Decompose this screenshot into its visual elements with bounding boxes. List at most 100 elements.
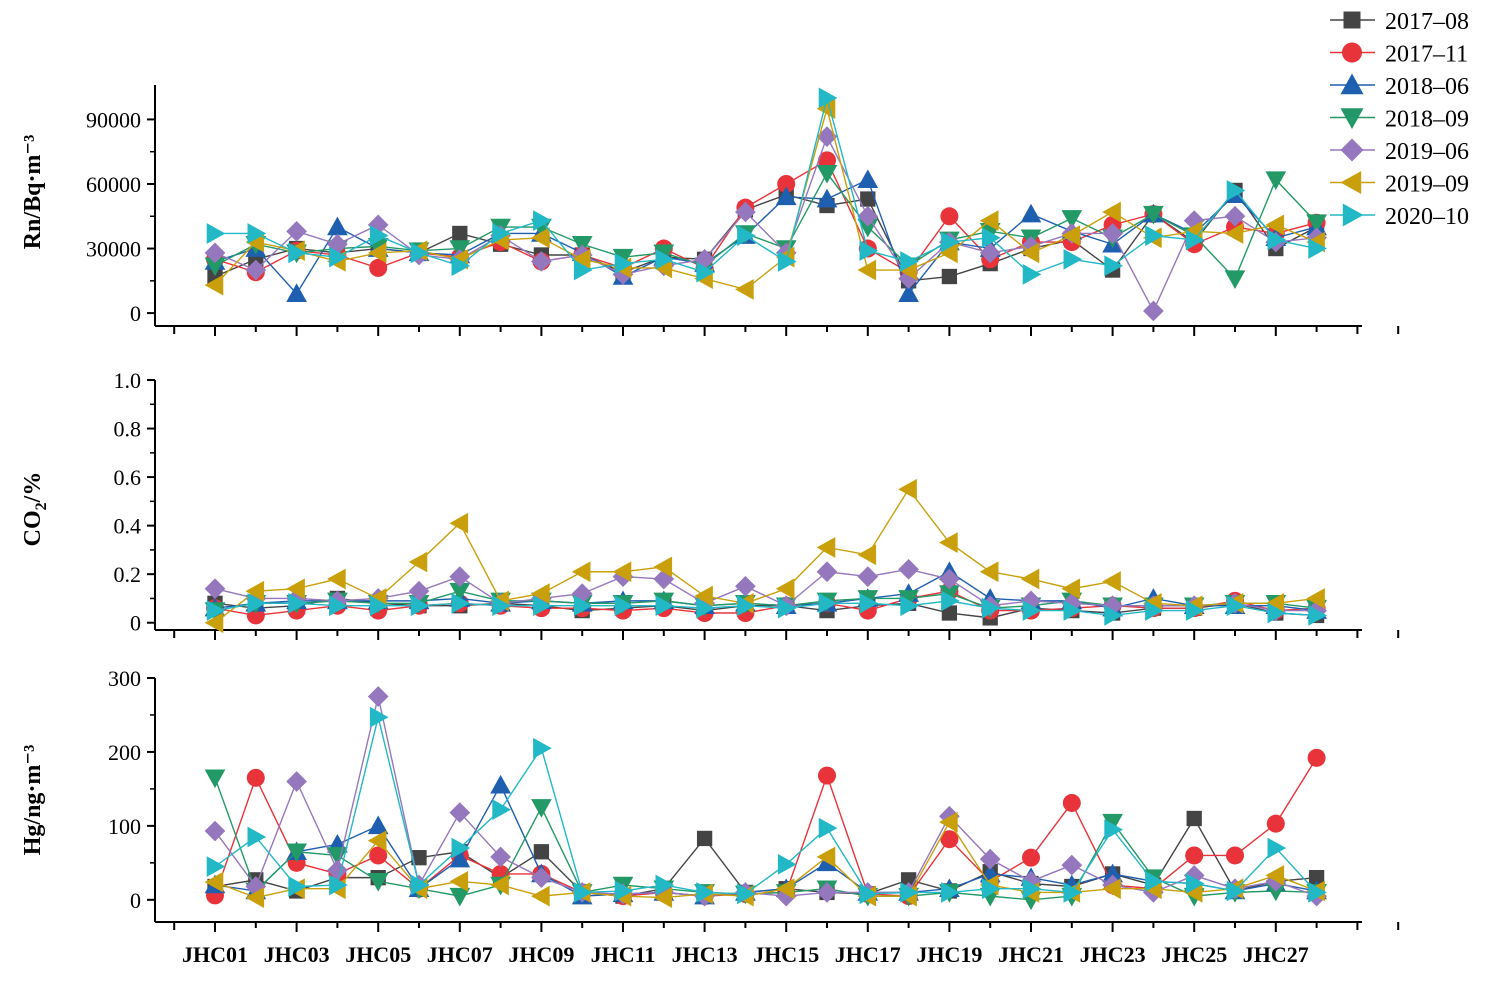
data-point: [1224, 270, 1246, 290]
data-point: [777, 597, 797, 619]
y-axis-title: Rn/Bq·m⁻³: [20, 135, 46, 250]
data-point: [408, 580, 430, 602]
legend-label: 2017–11: [1385, 42, 1468, 68]
data-point: [204, 871, 224, 893]
data-point: [1267, 229, 1287, 251]
data-point: [449, 848, 471, 868]
data-point: [204, 257, 226, 277]
data-point: [941, 605, 958, 621]
data-point: [1145, 225, 1164, 246]
data-point: [939, 811, 958, 833]
data-point: [939, 242, 958, 264]
data-point: [449, 512, 469, 534]
data-point: [533, 844, 550, 860]
data-point: [777, 251, 797, 272]
y-tick-label: 0.2: [114, 562, 142, 587]
x-tick-label: JHC27: [1243, 942, 1309, 967]
data-point: [449, 582, 471, 602]
data-point: [245, 887, 265, 908]
data-point: [367, 242, 387, 264]
data-point: [737, 595, 756, 617]
data-point: [571, 561, 591, 583]
data-point: [981, 597, 1001, 619]
data-point: [329, 246, 348, 268]
data-point: [1104, 819, 1123, 840]
data-point: [327, 233, 348, 255]
chart-legend: 2017–08 2017–11 2018–06 2018–09 2019–06 2019–…: [1330, 9, 1469, 230]
data-point: [1063, 600, 1083, 621]
data-point: [941, 882, 960, 903]
data-point: [1224, 223, 1244, 244]
data-point: [816, 537, 836, 558]
data-point: [1062, 793, 1081, 812]
data-point: [1185, 873, 1205, 894]
series-line-1: [214, 590, 1317, 617]
series-line-6: [214, 717, 1318, 895]
x-tick-label: JHC25: [1161, 942, 1227, 967]
data-point: [1265, 171, 1287, 191]
data-point: [367, 873, 389, 892]
data-point: [1143, 300, 1164, 322]
data-point: [777, 174, 796, 193]
data-point: [979, 848, 1001, 870]
data-point: [1020, 236, 1042, 257]
x-tick-label: JHC17: [835, 942, 901, 967]
x-tick-label: JHC09: [508, 942, 574, 967]
data-point: [941, 231, 960, 253]
data-point: [696, 597, 715, 619]
data-point: [1265, 214, 1285, 236]
data-point: [286, 843, 307, 863]
data-point: [816, 164, 838, 184]
x-tick-label: JHC13: [672, 942, 738, 967]
data-point: [859, 240, 879, 262]
data-point: [653, 556, 673, 578]
data-point: [573, 882, 593, 903]
data-point: [410, 874, 430, 896]
data-point: [531, 227, 550, 249]
data-point: [369, 258, 388, 277]
series-line-5: [214, 820, 1317, 899]
data-point: [490, 774, 511, 794]
data-point: [816, 561, 838, 583]
data-point: [694, 585, 713, 607]
legend-label: 2020–10: [1385, 204, 1469, 230]
x-tick-label: JHC21: [998, 942, 1064, 967]
data-point: [451, 837, 471, 859]
x-tick-label: JHC05: [345, 942, 411, 967]
data-point: [1061, 578, 1081, 600]
data-point: [612, 264, 634, 285]
data-point: [655, 874, 675, 896]
data-point: [898, 558, 919, 580]
data-point: [775, 186, 797, 206]
data-point: [1145, 600, 1164, 621]
data-point: [737, 225, 756, 246]
data-point: [408, 551, 428, 573]
data-point: [1306, 214, 1327, 234]
series-line-6: [214, 600, 1317, 617]
data-point: [857, 259, 877, 281]
data-point: [1306, 588, 1325, 609]
data-point: [816, 882, 838, 903]
data-point: [696, 882, 715, 903]
data-point: [449, 802, 471, 823]
data-point: [940, 207, 959, 226]
data-point: [245, 259, 267, 281]
y-tick-label: 300: [108, 666, 141, 691]
data-point: [449, 566, 471, 587]
data-point: [1020, 203, 1042, 223]
data-point: [286, 578, 305, 600]
x-tick-label: JHC03: [264, 942, 330, 967]
data-point: [411, 850, 427, 866]
data-point: [655, 595, 675, 617]
data-point: [1307, 748, 1326, 767]
data-point: [327, 568, 346, 590]
data-point: [1102, 863, 1123, 883]
data-point: [369, 225, 389, 246]
data-point: [492, 799, 511, 820]
data-point: [490, 846, 511, 868]
data-point: [981, 227, 1001, 249]
data-point: [1022, 878, 1042, 900]
data-point: [941, 590, 960, 612]
data-point: [1104, 255, 1123, 277]
